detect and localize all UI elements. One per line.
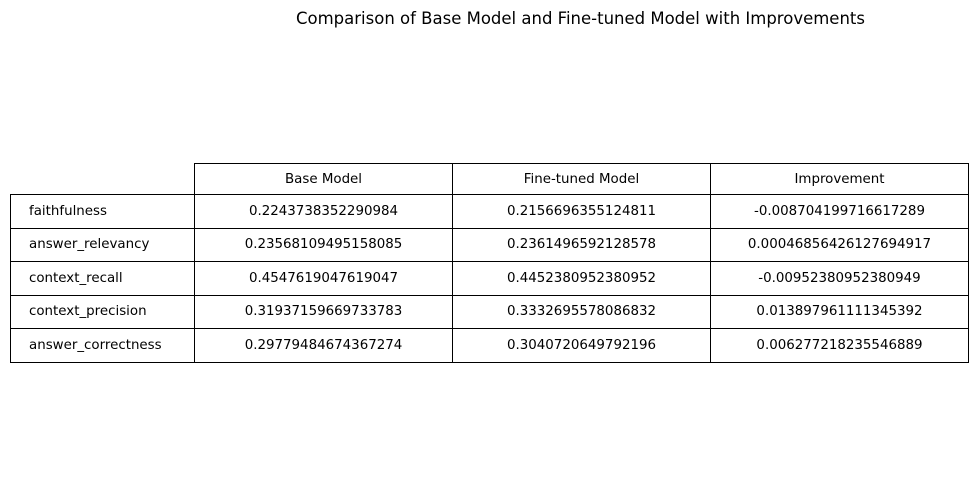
- chart-title: Comparison of Base Model and Fine-tuned …: [295, 9, 865, 28]
- row-label: context_precision: [10, 294, 195, 329]
- column-header-fine-tuned-model: Fine-tuned Model: [452, 163, 711, 195]
- cell-improvement: -0.00952380952380949: [710, 261, 969, 296]
- table-row-answer-relevancy: answer_relevancy 0.23568109495158085 0.2…: [10, 227, 969, 262]
- cell-base-model: 0.4547619047619047: [194, 261, 453, 296]
- row-label: faithfulness: [10, 194, 195, 229]
- column-header-base-model: Base Model: [194, 163, 453, 195]
- cell-fine-tuned-model: 0.4452380952380952: [452, 261, 711, 296]
- cell-base-model: 0.23568109495158085: [194, 227, 453, 262]
- cell-improvement: 0.006277218235546889: [710, 328, 969, 363]
- table-row-faithfulness: faithfulness 0.2243738352290984 0.215669…: [10, 194, 969, 229]
- cell-base-model: 0.29779484674367274: [194, 328, 453, 363]
- cell-improvement: -0.008704199716617289: [710, 194, 969, 229]
- cell-improvement: 0.00046856426127694917: [710, 227, 969, 262]
- cell-improvement: 0.013897961111345392: [710, 294, 969, 329]
- cell-fine-tuned-model: 0.2361496592128578: [452, 227, 711, 262]
- cell-base-model: 0.2243738352290984: [194, 194, 453, 229]
- table-header-row: Base Model Fine-tuned Model Improvement: [11, 163, 969, 195]
- cell-fine-tuned-model: 0.3040720649792196: [452, 328, 711, 363]
- corner-cell: [11, 164, 195, 195]
- cell-fine-tuned-model: 0.2156696355124811: [452, 194, 711, 229]
- row-label: answer_correctness: [10, 328, 195, 363]
- cell-fine-tuned-model: 0.3332695578086832: [452, 294, 711, 329]
- table-row-answer-correctness: answer_correctness 0.29779484674367274 0…: [10, 328, 969, 363]
- table-row-context-precision: context_precision 0.31937159669733783 0.…: [10, 294, 969, 329]
- table-row-context-recall: context_recall 0.4547619047619047 0.4452…: [10, 261, 969, 296]
- column-header-improvement: Improvement: [710, 163, 969, 195]
- row-label: context_recall: [10, 261, 195, 296]
- row-label: answer_relevancy: [10, 227, 195, 262]
- comparison-table: Base Model Fine-tuned Model Improvement …: [10, 163, 969, 363]
- cell-base-model: 0.31937159669733783: [194, 294, 453, 329]
